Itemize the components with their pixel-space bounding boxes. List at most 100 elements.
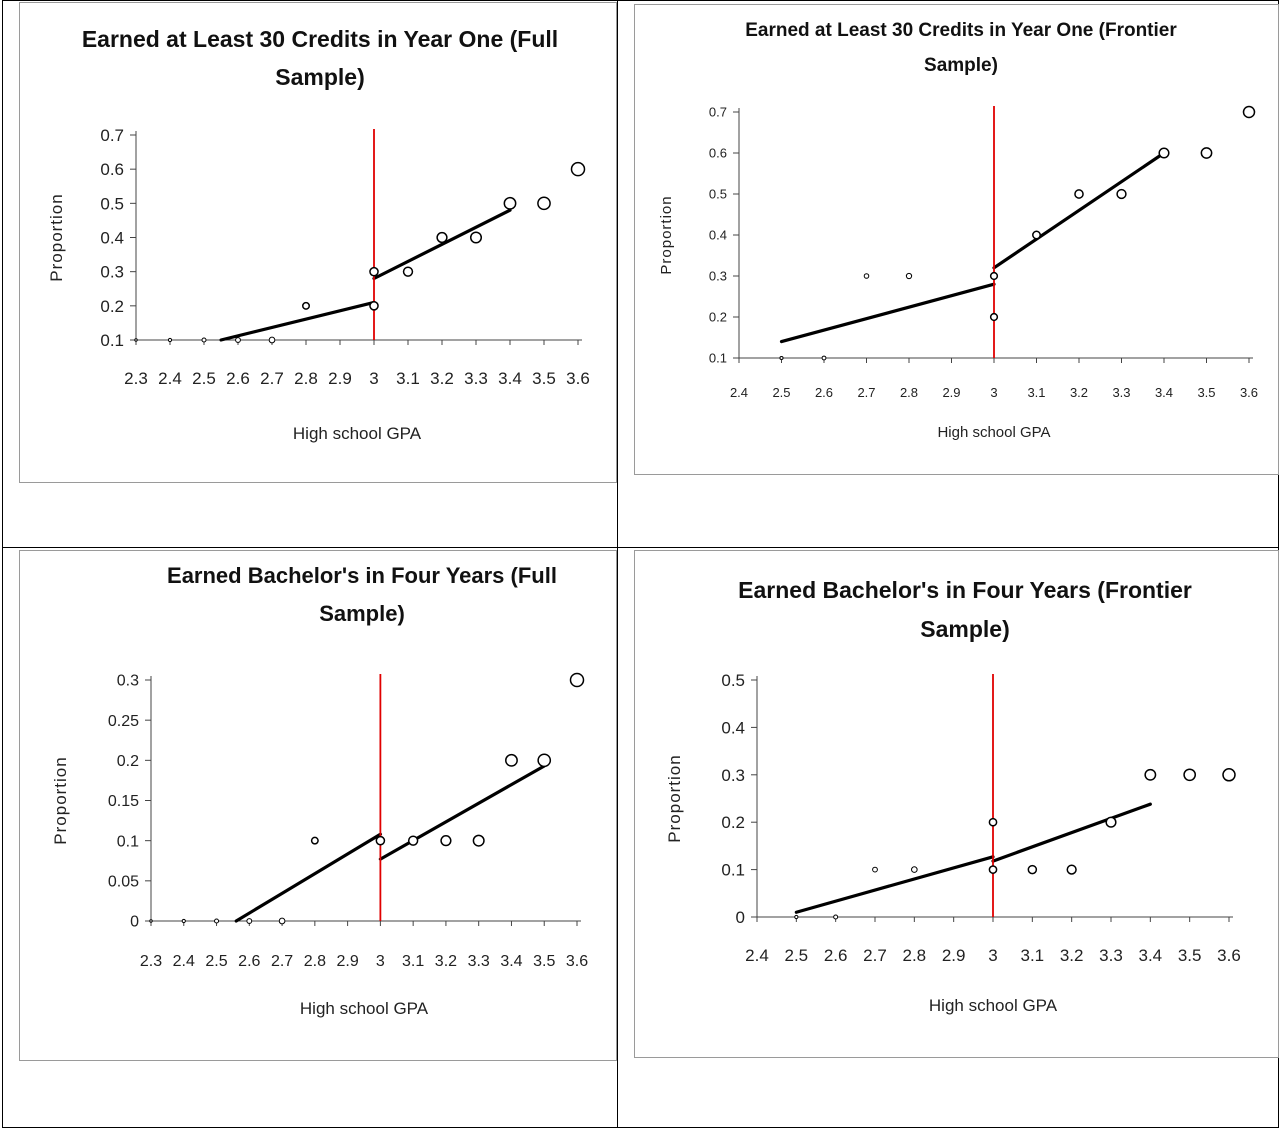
y-axis-label: Proportion [658, 195, 675, 274]
y-tick-label: 0.5 [100, 194, 124, 213]
x-tick-label: 3.4 [1155, 385, 1173, 400]
x-tick-label: 2.9 [328, 369, 352, 388]
data-point [905, 272, 913, 280]
data-point [1032, 230, 1041, 240]
data-point [167, 337, 173, 343]
y-axis-label: Proportion [47, 193, 66, 281]
data-point [369, 301, 379, 311]
x-tick-label: 2.6 [238, 953, 260, 970]
chart-frame-bachelors-full: Earned Bachelor's in Four Years (Full Sam… [19, 550, 617, 1061]
fit-line-right [992, 151, 1166, 270]
x-tick-label: 3.6 [1217, 946, 1241, 965]
x-tick-label: 2.4 [730, 385, 748, 400]
x-axis-label: High school GPA [937, 424, 1050, 441]
x-tick-label: 3.1 [402, 953, 424, 970]
data-point [246, 918, 253, 924]
chart-title-line: Sample) [924, 55, 998, 76]
x-tick-label: 3.2 [1070, 385, 1088, 400]
x-tick-label: 2.7 [857, 385, 875, 400]
data-point [863, 273, 870, 279]
x-tick-label: 2.5 [192, 369, 216, 388]
chart-credits-frontier-sample: Earned at Least 30 Credits in Year One (… [658, 20, 1258, 441]
data-point [1200, 147, 1213, 159]
data-point [1183, 768, 1197, 782]
x-tick-label: 2.4 [173, 953, 195, 970]
data-point [1242, 105, 1256, 119]
x-tick-label: 3.4 [1139, 946, 1163, 965]
data-point [375, 835, 386, 846]
chart-credits-full-sample: Earned at Least 30 Credits in Year One (… [47, 26, 590, 443]
x-tick-label: 2.7 [271, 953, 293, 970]
y-tick-label: 0.5 [709, 187, 727, 202]
data-point [570, 161, 586, 177]
data-point [537, 196, 551, 211]
x-tick-label: 2.6 [824, 946, 848, 965]
x-tick-label: 2.7 [863, 946, 887, 965]
x-tick-label: 3.2 [430, 369, 454, 388]
x-tick-label: 3.3 [1099, 946, 1123, 965]
data-point [310, 836, 319, 845]
x-tick-label: 3.5 [1197, 385, 1215, 400]
x-tick-label: 3.5 [533, 953, 555, 970]
data-point [235, 337, 241, 343]
data-point [989, 271, 999, 281]
x-tick-label: 2.9 [942, 385, 960, 400]
fit-line-right [378, 764, 546, 861]
data-point [201, 337, 207, 343]
fit-line-left [779, 282, 996, 344]
x-tick-label: 3.5 [1178, 946, 1202, 965]
y-tick-label: 0.4 [100, 228, 124, 247]
data-point [1105, 816, 1117, 828]
data-point [407, 835, 419, 846]
y-tick-label: 0.2 [709, 310, 727, 325]
x-axis-label: High school GPA [293, 424, 422, 443]
chart-title-line: Earned at Least 30 Credits in Year One (… [82, 26, 558, 52]
chart-title-line: Sample) [275, 64, 364, 90]
y-tick-label: 0.7 [709, 105, 727, 120]
x-tick-label: 2.7 [260, 369, 284, 388]
data-point [988, 865, 998, 874]
y-tick-label: 0.6 [100, 160, 124, 179]
x-tick-label: 2.3 [140, 953, 162, 970]
data-point [989, 312, 999, 322]
y-tick-label: 0.4 [709, 228, 727, 243]
x-tick-label: 2.8 [903, 946, 927, 965]
y-tick-label: 0.1 [721, 861, 745, 880]
y-tick-label: 0.2 [721, 813, 745, 832]
y-tick-label: 0.3 [100, 263, 124, 282]
x-tick-label: 3 [988, 946, 997, 965]
chart-frame-bachelors-frontier: Earned Bachelor's in Four Years (Frontie… [634, 550, 1279, 1058]
data-point [302, 301, 310, 310]
chart-frame-credits-frontier: Earned at Least 30 Credits in Year One (… [634, 4, 1279, 475]
x-tick-label: 2.8 [304, 953, 326, 970]
data-point [1158, 147, 1170, 159]
x-tick-label: 2.4 [158, 369, 182, 388]
y-tick-label: 0.1 [100, 331, 124, 350]
fit-line-left [234, 832, 382, 923]
data-point [469, 231, 483, 244]
data-point [911, 866, 918, 873]
y-tick-label: 0 [130, 914, 139, 931]
y-tick-label: 0.5 [721, 671, 745, 690]
x-tick-label: 2.5 [785, 946, 809, 965]
data-point [440, 835, 452, 847]
x-tick-label: 2.9 [336, 953, 358, 970]
data-point [1144, 768, 1157, 781]
y-tick-label: 0.6 [709, 146, 727, 161]
chart-bachelors-full-sample: Earned Bachelor's in Four Years (Full Sam… [51, 563, 588, 1018]
data-point [505, 753, 518, 767]
data-point [988, 817, 998, 827]
y-tick-label: 0.25 [108, 713, 139, 730]
x-tick-label: 2.4 [745, 946, 769, 965]
x-tick-label: 2.5 [772, 385, 790, 400]
chart-title-line: Sample) [319, 601, 405, 626]
fit-line-left [794, 855, 995, 914]
data-point [436, 231, 448, 244]
fit-line-right [991, 802, 1152, 863]
data-point [537, 753, 552, 768]
data-point [1222, 768, 1236, 782]
x-tick-label: 3.4 [498, 369, 522, 388]
x-tick-label: 2.6 [226, 369, 250, 388]
chart-bachelors-frontier-sample: Earned Bachelor's in Four Years (Frontie… [665, 577, 1241, 1015]
